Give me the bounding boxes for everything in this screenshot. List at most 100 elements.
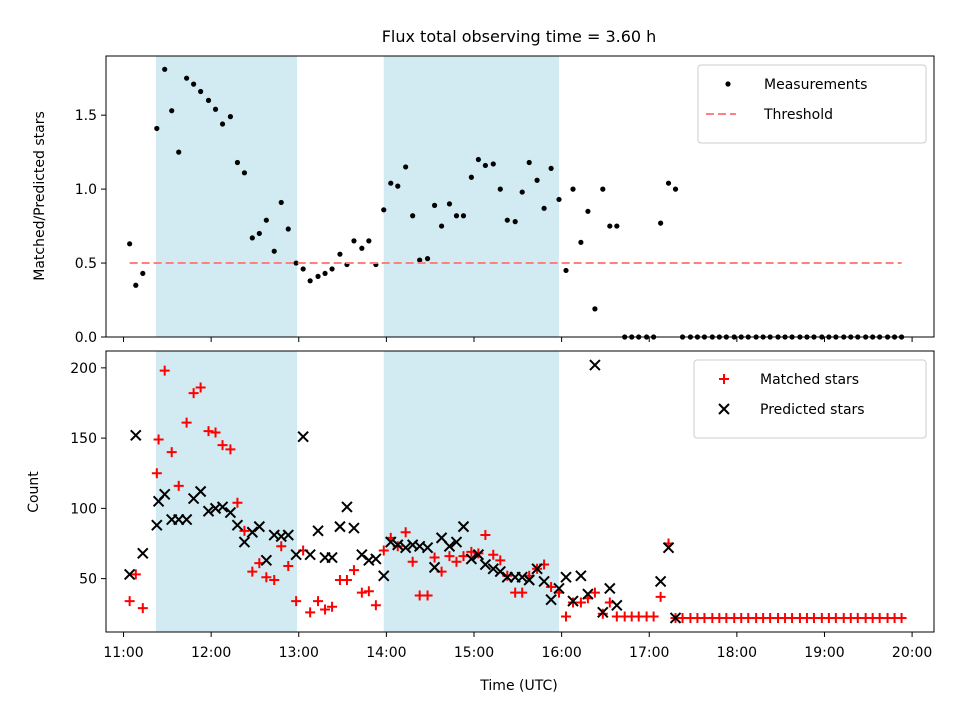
matched-point (195, 382, 206, 393)
x-tick-label: 16:00 (541, 645, 581, 661)
matched-point (407, 556, 418, 567)
measurement-point (556, 196, 562, 203)
matched-point (203, 426, 214, 437)
predicted-point (428, 561, 441, 574)
predicted-point (202, 505, 215, 517)
measurement-point (234, 159, 241, 166)
measurement-point (453, 213, 460, 219)
predicted-point (516, 571, 528, 583)
x-tick-label: 20:00 (892, 645, 932, 661)
measurement-point (519, 189, 525, 195)
matched-point (130, 569, 141, 580)
matched-point (232, 497, 243, 508)
matched-point (291, 596, 302, 607)
matched-point (356, 587, 367, 598)
x-tick-label: 11:00 (103, 645, 143, 661)
predicted-point (531, 563, 543, 575)
predicted-point (538, 575, 550, 588)
x-tick-label: 19:00 (804, 645, 844, 661)
matched-point (269, 575, 280, 586)
matched-point (283, 560, 294, 571)
legend-predicted-icon (718, 403, 730, 415)
plot-frame (105, 350, 935, 633)
matched-point (480, 530, 491, 541)
measurement-point (307, 278, 313, 284)
predicted-point (450, 536, 463, 548)
predicted-point (604, 582, 616, 595)
measurement-point (482, 162, 488, 169)
measurement-point (403, 164, 409, 170)
measurement-point (176, 149, 182, 155)
predicted-point (238, 536, 251, 548)
measurement-point (191, 81, 197, 87)
matched-point (225, 444, 236, 455)
predicted-point (282, 529, 294, 541)
x-tick-label: 18:00 (717, 645, 757, 661)
matched-point (348, 565, 359, 576)
y-tick-label: 100 (70, 501, 97, 517)
matched-point (422, 590, 433, 601)
matched-point (363, 586, 374, 597)
matched-point (313, 596, 324, 607)
measurement-point (614, 223, 620, 229)
measurement-point (410, 213, 416, 219)
measurement-point (578, 239, 584, 245)
y-tick-label: 1.0 (75, 182, 97, 198)
predicted-point (589, 359, 601, 371)
predicted-point (487, 563, 499, 575)
legend: Matched stars Predicted stars (693, 359, 927, 439)
y-tick-label: 200 (70, 361, 97, 377)
predicted-point (334, 520, 346, 533)
predicted-point (582, 588, 594, 600)
predicted-point (312, 525, 324, 537)
measurement-point (366, 238, 372, 244)
measurement-point (322, 270, 328, 277)
observing-window-2 (383, 351, 559, 632)
x-tick-label: 17:00 (629, 645, 669, 661)
measurement-point (329, 266, 335, 272)
measurement-point (468, 174, 474, 180)
plot-frame (105, 55, 935, 338)
measurement-point (592, 306, 598, 312)
measurement-point (227, 114, 234, 120)
y-tick-label: 150 (70, 431, 97, 447)
predicted-point (597, 606, 609, 619)
legend-box (697, 64, 927, 144)
predicted-point (297, 430, 309, 443)
predicted-point (399, 541, 412, 554)
measurement-point (395, 183, 401, 189)
matched-point (655, 591, 666, 602)
matched-point (370, 600, 381, 611)
measurement-point (127, 241, 133, 247)
observing-window-1 (155, 351, 298, 632)
predicted-point (560, 571, 572, 583)
predicted-point (669, 612, 682, 624)
predicted-point (348, 522, 360, 534)
matched-point (648, 611, 659, 622)
legend-matched-icon (719, 374, 729, 384)
measurement-point (585, 208, 591, 214)
measurement-point (219, 121, 226, 127)
matched-point (153, 434, 164, 445)
matched-point (166, 447, 177, 458)
y-axis-label-bottom: Count (26, 471, 42, 513)
predicted-point (385, 536, 397, 548)
legend-box (693, 359, 927, 439)
x-tick-label: 14:00 (366, 645, 406, 661)
matched-point (341, 575, 352, 586)
measurement-point (504, 217, 510, 223)
matched-point (320, 604, 331, 615)
predicted-point (158, 488, 171, 501)
matched-point (151, 468, 162, 479)
matched-point (261, 572, 272, 583)
y-axis-label-top: Matched/Predicted stars (32, 111, 48, 281)
predicted-point (253, 520, 266, 533)
matched-point (181, 417, 192, 428)
predicted-point (194, 485, 207, 498)
predicted-point (290, 549, 302, 561)
matched-point (276, 541, 287, 552)
y-tick-label: 50 (79, 572, 97, 588)
measurement-point (169, 108, 175, 114)
predicted-point (662, 541, 675, 554)
predicted-point (545, 593, 557, 606)
